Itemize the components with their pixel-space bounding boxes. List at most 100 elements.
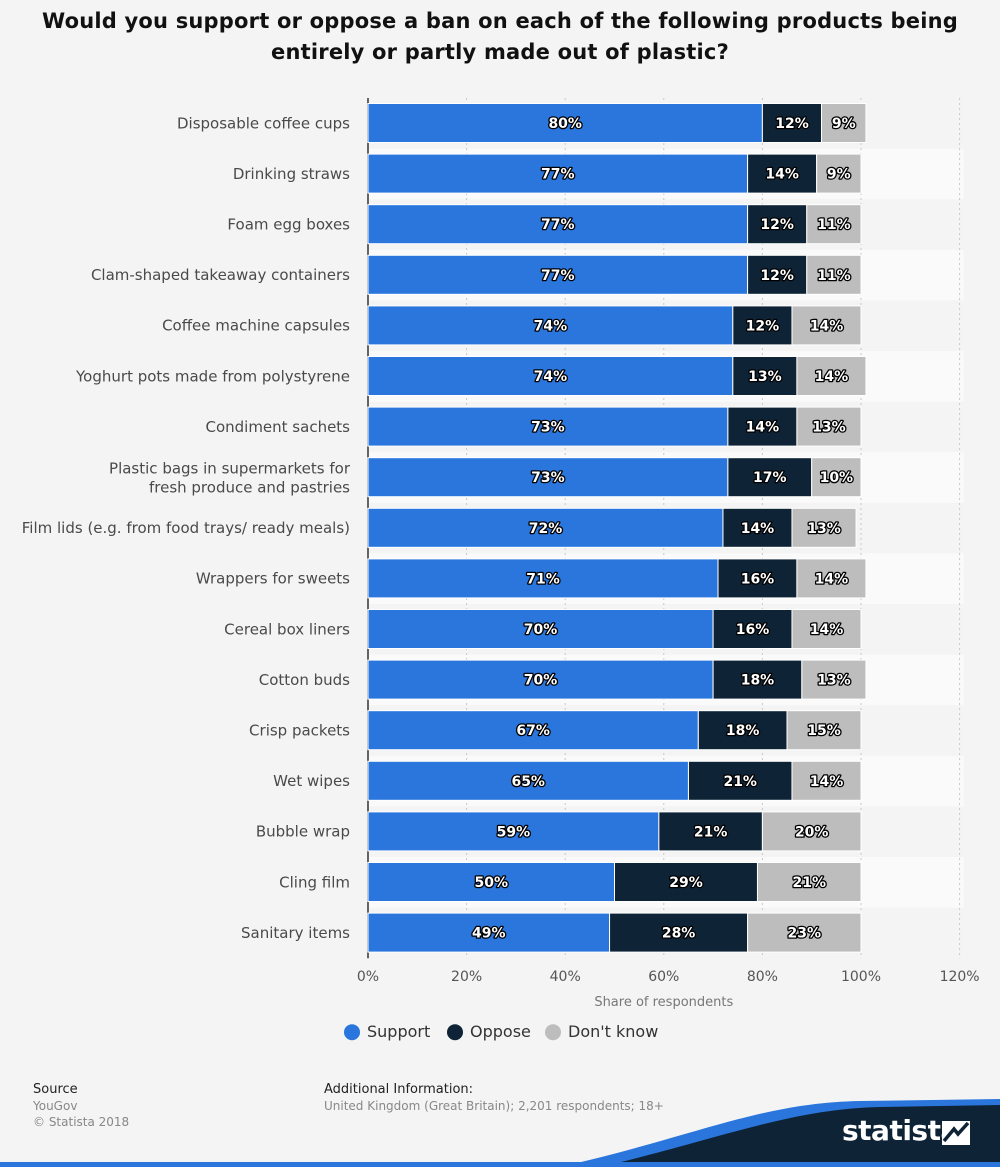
additional-info-heading: Additional Information: — [324, 1082, 474, 1097]
bar-oppose[interactable] — [609, 912, 749, 953]
data-label: 73% — [531, 420, 565, 436]
bar-oppose[interactable] — [747, 153, 818, 194]
data-label: 77% — [541, 268, 575, 284]
category-label: Coffee machine capsules — [162, 317, 350, 335]
bar-support[interactable] — [367, 507, 724, 548]
bar-support[interactable] — [367, 103, 763, 143]
bar-don-t-know[interactable] — [796, 406, 862, 447]
chart-title: Would you support or oppose a ban on eac… — [41, 9, 959, 64]
data-label: 59% — [497, 824, 531, 840]
category-label: Yoghurt pots made from polystyrene — [75, 367, 350, 385]
bar-support[interactable] — [367, 558, 719, 599]
data-label: 9% — [832, 116, 856, 132]
statista-logo[interactable]: statista — [842, 1114, 959, 1147]
x-tick-label: 60% — [648, 969, 679, 985]
data-label: 15% — [807, 723, 841, 739]
data-label: 77% — [541, 167, 575, 183]
x-tick-label: 120% — [940, 969, 980, 985]
bar-don-t-know[interactable] — [806, 254, 862, 295]
category-label: Foam egg boxes — [227, 216, 350, 234]
bar-don-t-know[interactable] — [791, 305, 862, 346]
data-label: 21% — [723, 774, 757, 790]
legend-label[interactable]: Don't know — [568, 1022, 658, 1041]
data-label: 14% — [810, 318, 844, 334]
category-label: Plastic bags in supermarkets for fresh pr… — [109, 460, 351, 497]
x-axis-ticks: 0% 20% 40% 60% 80% 100% 120% — [357, 969, 980, 985]
data-label: 23% — [788, 926, 822, 942]
bar-oppose[interactable] — [722, 507, 793, 548]
legend-marker — [545, 1024, 561, 1041]
source-block: Source YouGov © Statista 2018 — [33, 1081, 129, 1130]
bar-don-t-know[interactable] — [796, 558, 867, 599]
brand-wave — [0, 1099, 1000, 1167]
data-label: 12% — [760, 217, 794, 233]
data-label: 13% — [812, 420, 846, 436]
bar-support[interactable] — [367, 254, 749, 295]
stacked-bar-chart: 80% 12% 9% 77% 14% 9% 77% 12% 11% 77% 12% 11% 74% 12%… — [22, 98, 980, 1041]
bar-don-t-know[interactable] — [821, 103, 867, 143]
bar-oppose[interactable] — [697, 710, 788, 751]
bar-don-t-know[interactable] — [761, 811, 862, 852]
data-label: 16% — [741, 571, 775, 587]
data-label: 21% — [792, 875, 826, 891]
copyright: © Statista 2018 — [33, 1115, 130, 1129]
data-label: 14% — [810, 622, 844, 638]
bar-support[interactable] — [367, 710, 699, 751]
data-label: 14% — [741, 521, 775, 537]
bar-support[interactable] — [367, 912, 611, 953]
data-label: 77% — [541, 217, 575, 233]
bar-don-t-know[interactable] — [791, 507, 857, 548]
bar-support[interactable] — [367, 153, 749, 194]
additional-info-text: United Kingdom (Great Britain); 2,201 re… — [324, 1099, 664, 1113]
data-label: 21% — [694, 824, 728, 840]
bar-don-t-know[interactable] — [747, 912, 862, 953]
data-label: 49% — [472, 926, 506, 942]
legend-marker — [344, 1024, 360, 1041]
data-label: 9% — [827, 167, 851, 183]
bar-support[interactable] — [367, 305, 734, 346]
data-label: 50% — [474, 875, 508, 891]
bar-support[interactable] — [367, 204, 749, 245]
bar-oppose[interactable] — [732, 356, 798, 396]
data-label: 13% — [748, 369, 782, 385]
source-name[interactable]: YouGov — [33, 1099, 78, 1113]
category-label: Crisp packets — [249, 722, 350, 740]
category-label: Clam-shaped takeaway containers — [91, 266, 350, 284]
bar-support[interactable] — [367, 356, 734, 396]
bar-oppose[interactable] — [614, 862, 758, 902]
bar-oppose[interactable] — [761, 103, 823, 143]
bar-don-t-know[interactable] — [816, 153, 862, 194]
bar-oppose[interactable] — [687, 760, 793, 801]
data-label: 13% — [817, 673, 851, 689]
bar-don-t-know[interactable] — [796, 356, 867, 396]
data-label: 18% — [726, 723, 760, 739]
category-label: Drinking straws — [233, 165, 350, 183]
legend-label[interactable]: Support — [367, 1022, 430, 1041]
data-label: 72% — [529, 521, 563, 537]
data-label: 12% — [760, 268, 794, 284]
bar-support[interactable] — [367, 406, 729, 447]
category-label: Cereal box liners — [224, 620, 350, 638]
bar-oppose[interactable] — [747, 254, 808, 295]
source-heading: Source — [33, 1082, 78, 1097]
legend-marker — [447, 1024, 463, 1041]
bar-don-t-know[interactable] — [786, 710, 862, 751]
bar-support[interactable] — [367, 609, 714, 649]
bar-don-t-know[interactable] — [791, 609, 862, 649]
bar-oppose[interactable] — [658, 811, 763, 852]
bar-support[interactable] — [367, 862, 615, 902]
legend-label[interactable]: Oppose — [470, 1022, 531, 1041]
bar-don-t-know[interactable] — [811, 457, 862, 498]
bar-don-t-know[interactable] — [791, 760, 862, 801]
x-tick-label: 0% — [357, 969, 379, 985]
category-label: Bubble wrap — [256, 823, 350, 841]
bar-support[interactable] — [367, 659, 714, 700]
bar-oppose[interactable] — [727, 406, 798, 447]
bar-support[interactable] — [367, 760, 689, 801]
category-label: Sanitary items — [241, 924, 350, 942]
bar-don-t-know[interactable] — [806, 204, 862, 245]
data-label: 20% — [795, 824, 829, 840]
bar-support[interactable] — [367, 457, 729, 498]
bar-don-t-know[interactable] — [801, 659, 867, 700]
bar-don-t-know[interactable] — [756, 862, 862, 902]
